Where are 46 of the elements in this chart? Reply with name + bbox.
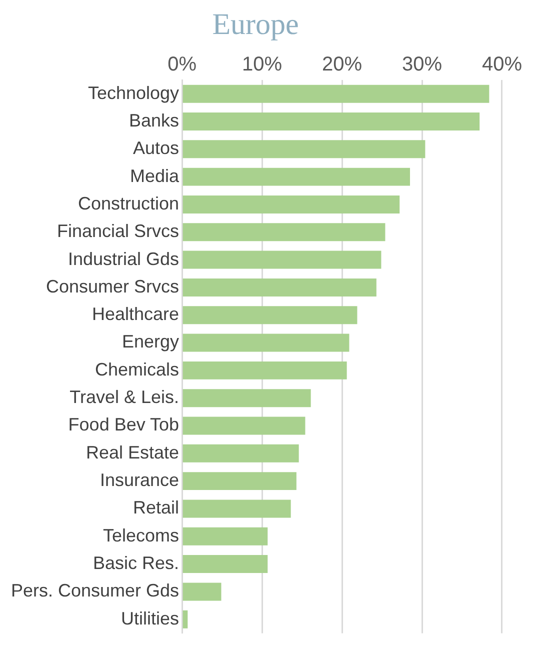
x-tick-label: 10% <box>242 54 282 76</box>
bar <box>182 416 306 435</box>
bar <box>182 500 291 518</box>
bar <box>182 223 386 242</box>
bar <box>182 361 347 380</box>
y-tick-label: Media <box>130 166 180 186</box>
bar <box>182 555 268 574</box>
y-tick-label: Basic Res. <box>93 553 180 574</box>
y-tick-label: Pers. Consumer Gds <box>10 580 180 601</box>
x-tick-label: 20% <box>322 54 362 76</box>
bar <box>182 472 296 490</box>
bar <box>182 195 400 214</box>
bar <box>182 278 376 296</box>
y-tick-label: Consumer Srvcs <box>46 276 180 296</box>
y-tick-label: Financial Srvcs <box>57 221 180 242</box>
x-tick-label: 30% <box>402 54 442 76</box>
y-tick-label: Travel & Leis. <box>70 387 180 408</box>
y-tick-label: Healthcare <box>92 304 180 324</box>
bar <box>182 306 358 324</box>
y-tick-label: Technology <box>88 82 180 103</box>
bar <box>182 112 480 130</box>
y-tick-label: Chemicals <box>95 359 180 380</box>
y-tick-label: Autos <box>133 138 180 158</box>
bar <box>182 444 299 462</box>
bar <box>182 250 382 269</box>
y-tick-label: Banks <box>129 110 180 130</box>
y-tick-label: Energy <box>122 332 180 352</box>
y-tick-label: Telecoms <box>103 525 180 546</box>
bar <box>182 582 222 601</box>
bar <box>182 334 350 352</box>
y-tick-label: Retail <box>133 498 180 518</box>
y-tick-label: Construction <box>78 193 180 214</box>
y-tick-label: Insurance <box>100 470 180 490</box>
x-tick-label: 40% <box>482 54 522 76</box>
bar <box>182 84 490 103</box>
x-tick-label: 0% <box>168 54 197 76</box>
y-tick-label: Real Estate <box>86 442 180 462</box>
bar <box>182 389 311 408</box>
bar <box>182 527 268 546</box>
bar <box>182 610 188 628</box>
y-tick-label: Food Bev Tob <box>68 414 180 435</box>
bar <box>182 140 426 158</box>
chart-title: Europe <box>212 8 299 41</box>
y-tick-label: Utilities <box>121 608 180 628</box>
y-tick-label: Industrial Gds <box>68 248 180 269</box>
bar <box>182 168 410 186</box>
